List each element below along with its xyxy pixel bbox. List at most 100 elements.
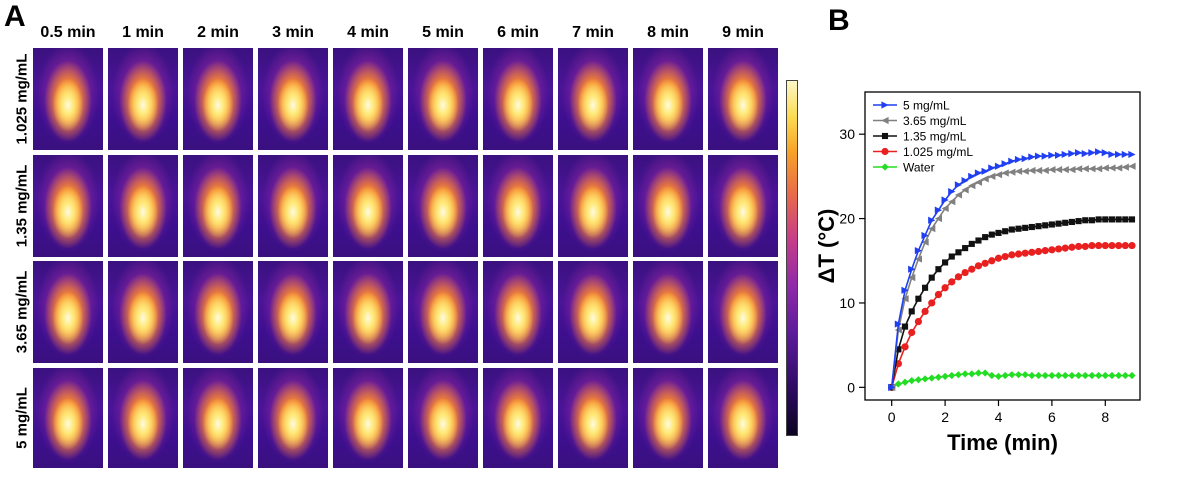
thermal-image <box>258 155 328 257</box>
data-point <box>1095 165 1103 173</box>
data-point <box>1068 166 1076 174</box>
data-point <box>1101 164 1109 172</box>
data-point <box>928 274 935 281</box>
data-point <box>1035 223 1042 230</box>
data-point <box>1048 166 1056 174</box>
data-point <box>1061 166 1069 174</box>
time-label: 4 min <box>347 24 389 41</box>
data-point <box>1001 371 1009 380</box>
data-point <box>1054 166 1063 174</box>
thermal-image <box>708 261 778 363</box>
thermal-image <box>558 155 628 257</box>
data-point <box>908 328 916 337</box>
data-point <box>1008 371 1016 379</box>
data-point <box>1115 150 1123 159</box>
data-point <box>895 346 902 353</box>
data-point <box>922 284 929 291</box>
data-point <box>1034 166 1043 175</box>
series-line <box>890 151 1132 388</box>
data-point <box>1008 157 1016 165</box>
data-point <box>1014 167 1023 175</box>
thermal-image <box>258 48 328 150</box>
concentration-label-text: 3.65 mg/mL <box>13 270 31 354</box>
data-point <box>981 369 989 377</box>
thermal-image <box>333 368 403 468</box>
data-point <box>1128 241 1136 250</box>
y-tick-label: 0 <box>847 379 855 395</box>
data-point <box>934 206 943 214</box>
data-point <box>928 374 936 382</box>
data-point <box>1095 371 1103 380</box>
data-point <box>921 231 929 240</box>
data-point <box>968 182 976 190</box>
data-point <box>988 371 996 380</box>
data-point <box>1081 371 1089 380</box>
thermal-image <box>483 155 553 257</box>
data-point <box>908 308 915 315</box>
thermal-image <box>33 48 103 150</box>
data-point <box>941 204 949 213</box>
data-point <box>968 172 976 180</box>
thermal-image <box>708 155 778 257</box>
data-point <box>941 284 949 292</box>
data-point <box>921 375 929 383</box>
data-point <box>1042 222 1049 229</box>
data-point <box>914 376 922 384</box>
data-point <box>1021 155 1029 163</box>
legend-label: 1.025 mg/mL <box>903 145 973 159</box>
data-point <box>934 214 943 223</box>
panel-label-b: B <box>828 4 850 37</box>
data-point <box>1008 226 1015 233</box>
concentration-label-text: 1.35 mg/mL <box>13 164 31 248</box>
data-point <box>1028 166 1036 175</box>
data-point <box>955 249 962 256</box>
data-point <box>928 225 936 233</box>
data-point <box>948 198 956 206</box>
data-point <box>961 177 969 185</box>
data-point <box>961 268 969 277</box>
thermal-image <box>108 368 178 468</box>
thermal-image <box>408 368 478 468</box>
thermal-image <box>483 368 553 468</box>
thermal-image <box>558 261 628 363</box>
panel-label-a: A <box>4 0 26 33</box>
data-point <box>954 273 963 281</box>
data-point <box>1108 371 1116 380</box>
time-label: 2 min <box>197 24 239 41</box>
data-point <box>1041 371 1049 380</box>
thermal-image <box>333 48 403 150</box>
data-point <box>914 247 922 255</box>
thermal-image <box>108 48 178 150</box>
data-point <box>974 369 983 377</box>
data-point <box>894 380 902 388</box>
thermal-image <box>558 48 628 150</box>
data-point <box>1095 148 1103 156</box>
data-point <box>1088 217 1096 224</box>
data-point <box>954 371 963 379</box>
data-point <box>1061 371 1069 380</box>
data-point <box>1061 244 1069 252</box>
data-point <box>1121 150 1129 159</box>
data-point <box>1082 217 1089 224</box>
data-point <box>1041 166 1049 175</box>
data-point <box>1048 371 1056 380</box>
time-label: 9 min <box>722 24 764 41</box>
legend-label: 1.35 mg/mL <box>903 130 967 144</box>
data-point <box>968 265 976 273</box>
data-point <box>981 259 989 267</box>
data-point <box>901 295 909 303</box>
temperature-line-chart: 0 2 4 6 8 0 10 20 30 Time (min) ΔT (°C) 5 mg/mL3.65… <box>814 91 1141 455</box>
data-point <box>1048 246 1056 254</box>
data-point <box>908 376 916 385</box>
data-point <box>994 171 1003 179</box>
data-point <box>935 266 942 273</box>
data-point <box>1095 216 1102 223</box>
thermal-image <box>183 261 253 363</box>
y-tick-label: 10 <box>839 295 855 311</box>
thermal-image <box>708 368 778 468</box>
x-tick-label: 0 <box>888 409 896 425</box>
data-point <box>934 373 943 381</box>
data-point <box>1008 168 1016 176</box>
thermal-image <box>108 261 178 363</box>
data-point <box>995 229 1002 236</box>
